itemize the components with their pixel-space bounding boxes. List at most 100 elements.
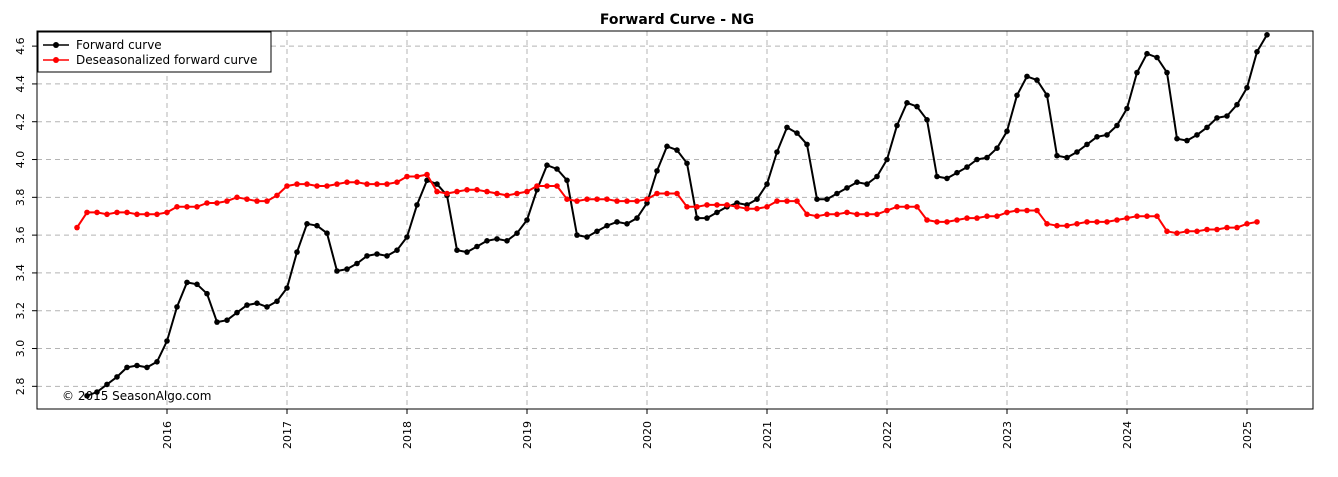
deseasonalized-curve-point [1164,228,1170,235]
deseasonalized-curve-point [1074,221,1080,227]
forward-curve-point [504,238,510,244]
forward-curve-point [584,234,590,240]
deseasonalized-curve-point [754,205,760,212]
forward-curve-point [1224,113,1230,119]
forward-curve-point [664,143,670,150]
deseasonalized-curve-point [154,211,160,218]
deseasonalized-curve-point [1194,228,1200,235]
deseasonalized-curve-point [584,196,590,202]
forward-curve-point [394,247,400,253]
deseasonalized-curve-point [1144,213,1150,219]
forward-curve-point [684,160,690,167]
forward-curve-point [514,230,520,236]
deseasonalized-curve-point [294,181,300,187]
deseasonalized-curve-point [614,198,620,204]
legend-label-forward: Forward curve [76,38,162,52]
deseasonalized-curve-point [1134,213,1140,219]
forward-curve-point [94,389,100,395]
x-tick-label: 2020 [641,421,654,449]
forward-curve-point [184,279,190,286]
y-tick-label: 4.6 [14,37,27,55]
deseasonalized-curve-point [354,179,360,185]
deseasonalized-curve-point [104,211,110,218]
deseasonalized-curve-point [1114,217,1120,223]
forward-curve-point [624,221,630,227]
deseasonalized-curve-point [1184,228,1190,235]
legend-label-deseasonalized: Deseasonalized forward curve [76,53,257,67]
deseasonalized-curve-point [274,192,280,199]
deseasonalized-curve-point [934,219,940,225]
deseasonalized-curve-point [1234,224,1240,231]
forward-curve-point [924,117,930,123]
deseasonalized-curve-point [864,211,870,218]
deseasonalized-curve-point [244,196,250,202]
deseasonalized-curve-point [1024,207,1030,214]
forward-curve-point [494,236,500,242]
forward-curve-point [804,141,810,148]
forward-curve-point [574,232,580,238]
deseasonalized-curve-point [824,211,830,218]
deseasonalized-curve-point [834,211,840,218]
forward-curve-point [704,215,710,221]
forward-curve-point [964,164,970,170]
deseasonalized-curve-point [74,224,80,231]
forward-curve-point [634,215,640,221]
forward-curve-point [234,309,240,316]
forward-curve-point [134,362,140,369]
deseasonalized-curve-point [334,181,340,187]
deseasonalized-curve-point [1064,222,1070,229]
deseasonalized-curve-point [224,198,230,204]
deseasonalized-curve-point [974,215,980,221]
deseasonalized-curve-point [794,198,800,204]
deseasonalized-curve-point [894,204,900,210]
x-axis: 2016 2017 2018 2019 2020 2021 2022 2023 2024 2025 [161,409,1254,449]
deseasonalized-curve-point [604,196,610,202]
deseasonalized-curve-point [1004,209,1010,216]
forward-curve-point [1144,50,1150,57]
forward-curve-point [304,221,310,227]
deseasonalized-curve-point [264,198,270,204]
deseasonalized-curve-point [964,215,970,221]
deseasonalized-curve-point [654,190,660,197]
forward-curve-point [954,169,960,176]
deseasonalized-curve-point [484,188,490,195]
deseasonalized-curve-point [704,202,710,208]
deseasonalized-curve-point [94,209,100,216]
grid-lines [37,31,1313,409]
deseasonalized-curve-point [384,181,390,187]
forward-curve-point [1184,137,1190,144]
forward-curve-point [1164,69,1170,76]
forward-curve-point [884,156,890,163]
forward-curve-point [774,149,780,155]
deseasonalized-curve-point [444,190,450,197]
forward-curve-point [834,190,840,197]
deseasonalized-curve-point [1044,221,1050,227]
deseasonalized-curve-point [984,213,990,219]
forward-curve-point [824,196,830,202]
deseasonalized-curve-point [724,202,730,208]
forward-curve-point [404,234,410,240]
forward-curve-point [244,302,250,308]
forward-curve-point [414,202,420,208]
forward-curve-point [1074,149,1080,155]
deseasonalized-curve-point [144,211,150,218]
series-layer [74,32,1270,399]
deseasonalized-curve-point [424,171,430,178]
deseasonalized-curve-point [504,192,510,199]
deseasonalized-curve-point [304,181,310,187]
deseasonalized-curve-point [1054,222,1060,229]
deseasonalized-curve-point [314,183,320,189]
forward-curve-point [1114,122,1120,129]
deseasonalized-curve-point [874,211,880,218]
forward-curve-point [144,364,150,371]
forward-curve-point [254,300,260,307]
deseasonalized-curve-point [474,187,480,193]
forward-curve-point [1084,141,1090,148]
deseasonalized-curve-point [804,211,810,218]
deseasonalized-curve-point [394,179,400,185]
forward-curve-point [1234,101,1240,108]
forward-curve-point [264,304,270,310]
deseasonalized-curve-point [1224,224,1230,231]
forward-curve-point [354,260,360,267]
